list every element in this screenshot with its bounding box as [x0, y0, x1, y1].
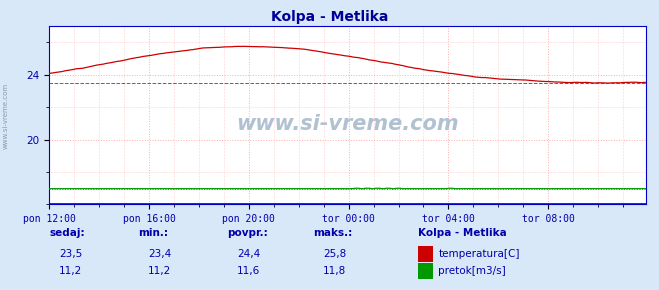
Text: min.:: min.:: [138, 228, 169, 238]
Text: 23,4: 23,4: [148, 249, 171, 259]
Text: maks.:: maks.:: [313, 228, 353, 238]
Text: 11,6: 11,6: [237, 266, 260, 276]
Text: 11,8: 11,8: [323, 266, 346, 276]
Text: 25,8: 25,8: [323, 249, 346, 259]
Text: 24,4: 24,4: [237, 249, 260, 259]
Text: sedaj:: sedaj:: [49, 228, 85, 238]
Text: Kolpa - Metlika: Kolpa - Metlika: [271, 10, 388, 24]
Text: 11,2: 11,2: [59, 266, 82, 276]
Text: povpr.:: povpr.:: [227, 228, 268, 238]
Text: www.si-vreme.com: www.si-vreme.com: [2, 83, 9, 149]
Text: 23,5: 23,5: [59, 249, 82, 259]
Text: temperatura[C]: temperatura[C]: [438, 249, 520, 259]
Text: Kolpa - Metlika: Kolpa - Metlika: [418, 228, 507, 238]
Text: www.si-vreme.com: www.si-vreme.com: [237, 114, 459, 134]
Text: pretok[m3/s]: pretok[m3/s]: [438, 266, 506, 276]
Text: 11,2: 11,2: [148, 266, 171, 276]
